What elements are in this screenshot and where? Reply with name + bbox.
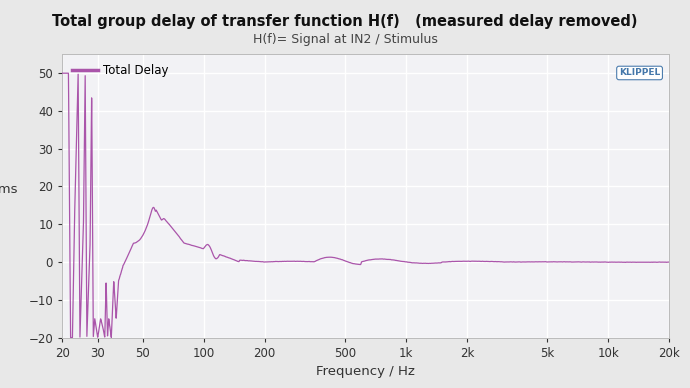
- Text: Total group delay of transfer function H(f)   (measured delay removed): Total group delay of transfer function H…: [52, 14, 638, 29]
- Legend: Total Delay: Total Delay: [68, 60, 172, 80]
- Text: H(f)= Signal at IN2 / Stimulus: H(f)= Signal at IN2 / Stimulus: [253, 33, 437, 46]
- Y-axis label: / ms: / ms: [0, 183, 17, 196]
- X-axis label: Frequency / Hz: Frequency / Hz: [316, 365, 415, 378]
- Text: KLIPPEL: KLIPPEL: [619, 69, 660, 78]
